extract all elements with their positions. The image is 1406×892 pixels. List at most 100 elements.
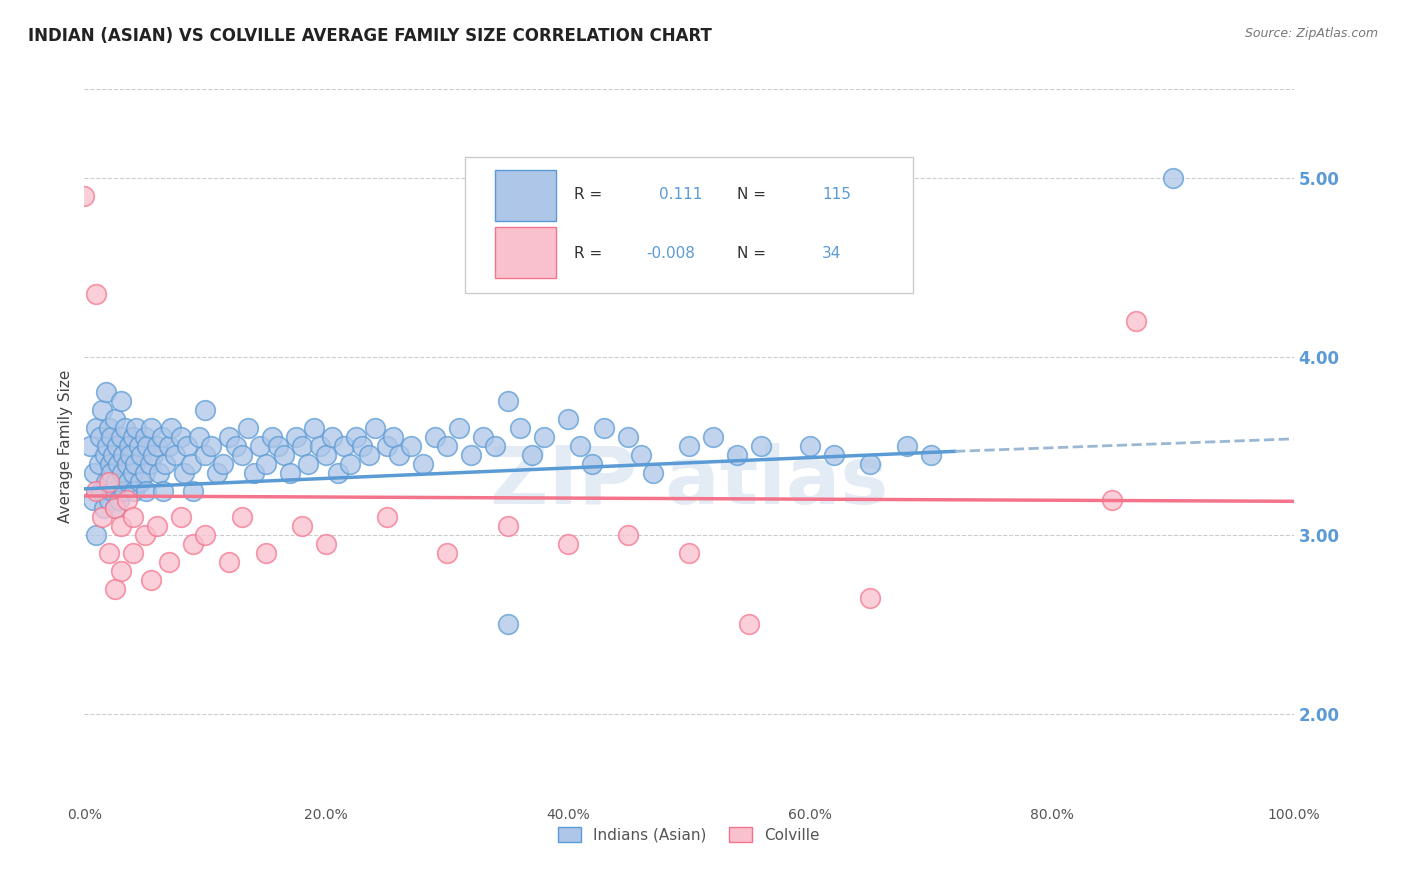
Point	[89, 430, 111, 444]
Point	[225, 439, 247, 453]
Point	[188, 430, 211, 444]
Point	[357, 448, 380, 462]
Point	[148, 466, 170, 480]
Point	[533, 430, 555, 444]
Point	[86, 483, 108, 498]
Text: R =: R =	[574, 246, 602, 260]
Point	[920, 448, 942, 462]
Point	[460, 448, 482, 462]
Point	[291, 519, 314, 533]
Point	[194, 528, 217, 542]
Point	[121, 466, 143, 480]
Point	[630, 448, 652, 462]
Point	[254, 457, 277, 471]
Point	[509, 421, 531, 435]
Point	[617, 528, 640, 542]
Point	[231, 510, 253, 524]
Point	[593, 421, 616, 435]
Point	[134, 430, 156, 444]
Point	[97, 421, 120, 435]
Point	[249, 439, 271, 453]
Point	[207, 466, 229, 480]
Point	[678, 546, 700, 560]
Point	[108, 492, 131, 507]
Point	[725, 448, 748, 462]
FancyBboxPatch shape	[465, 157, 912, 293]
Point	[136, 439, 159, 453]
Text: 115: 115	[823, 186, 851, 202]
Text: ZIP atlas: ZIP atlas	[489, 442, 889, 521]
Text: INDIAN (ASIAN) VS COLVILLE AVERAGE FAMILY SIZE CORRELATION CHART: INDIAN (ASIAN) VS COLVILLE AVERAGE FAMIL…	[28, 27, 711, 45]
Point	[273, 448, 295, 462]
Point	[302, 421, 325, 435]
Point	[352, 439, 374, 453]
Point	[173, 466, 195, 480]
Point	[157, 439, 180, 453]
Point	[1101, 492, 1123, 507]
Text: N =: N =	[737, 186, 766, 202]
Point	[98, 457, 121, 471]
Point	[90, 483, 112, 498]
Point	[569, 439, 592, 453]
Point	[96, 439, 118, 453]
Point	[110, 394, 132, 409]
Point	[114, 421, 136, 435]
Point	[100, 430, 122, 444]
Point	[128, 439, 150, 453]
Point	[412, 457, 434, 471]
Y-axis label: Average Family Size: Average Family Size	[58, 369, 73, 523]
Point	[484, 439, 506, 453]
Point	[117, 475, 139, 489]
Point	[91, 403, 114, 417]
Point	[110, 564, 132, 578]
Point	[73, 189, 96, 203]
Point	[496, 519, 519, 533]
Point	[152, 483, 174, 498]
Point	[97, 475, 120, 489]
Point	[134, 528, 156, 542]
Point	[297, 457, 319, 471]
Point	[97, 546, 120, 560]
Point	[86, 421, 108, 435]
Point	[125, 421, 148, 435]
Point	[194, 448, 217, 462]
Point	[702, 430, 724, 444]
Point	[139, 421, 162, 435]
Point	[129, 475, 152, 489]
Point	[1161, 171, 1184, 186]
Point	[160, 421, 183, 435]
Point	[121, 430, 143, 444]
Point	[146, 519, 169, 533]
Point	[399, 439, 422, 453]
Point	[103, 448, 125, 462]
Point	[859, 591, 882, 605]
Point	[124, 457, 146, 471]
Point	[82, 492, 104, 507]
Point	[315, 537, 337, 551]
Point	[138, 457, 160, 471]
Point	[146, 439, 169, 453]
Point	[94, 385, 117, 400]
Point	[375, 439, 398, 453]
Point	[218, 430, 240, 444]
Point	[339, 457, 361, 471]
Point	[381, 430, 404, 444]
Point	[111, 466, 134, 480]
Text: 0.111: 0.111	[659, 186, 702, 202]
Point	[799, 439, 821, 453]
Point	[122, 483, 145, 498]
Point	[751, 439, 773, 453]
Point	[115, 492, 138, 507]
FancyBboxPatch shape	[495, 227, 555, 278]
Point	[94, 475, 117, 489]
Point	[180, 457, 202, 471]
Point	[101, 483, 124, 498]
Point	[107, 457, 129, 471]
Point	[79, 439, 101, 453]
Point	[267, 439, 290, 453]
Point	[449, 421, 471, 435]
Point	[104, 501, 127, 516]
Point	[346, 430, 368, 444]
Point	[120, 448, 142, 462]
Point	[315, 448, 337, 462]
